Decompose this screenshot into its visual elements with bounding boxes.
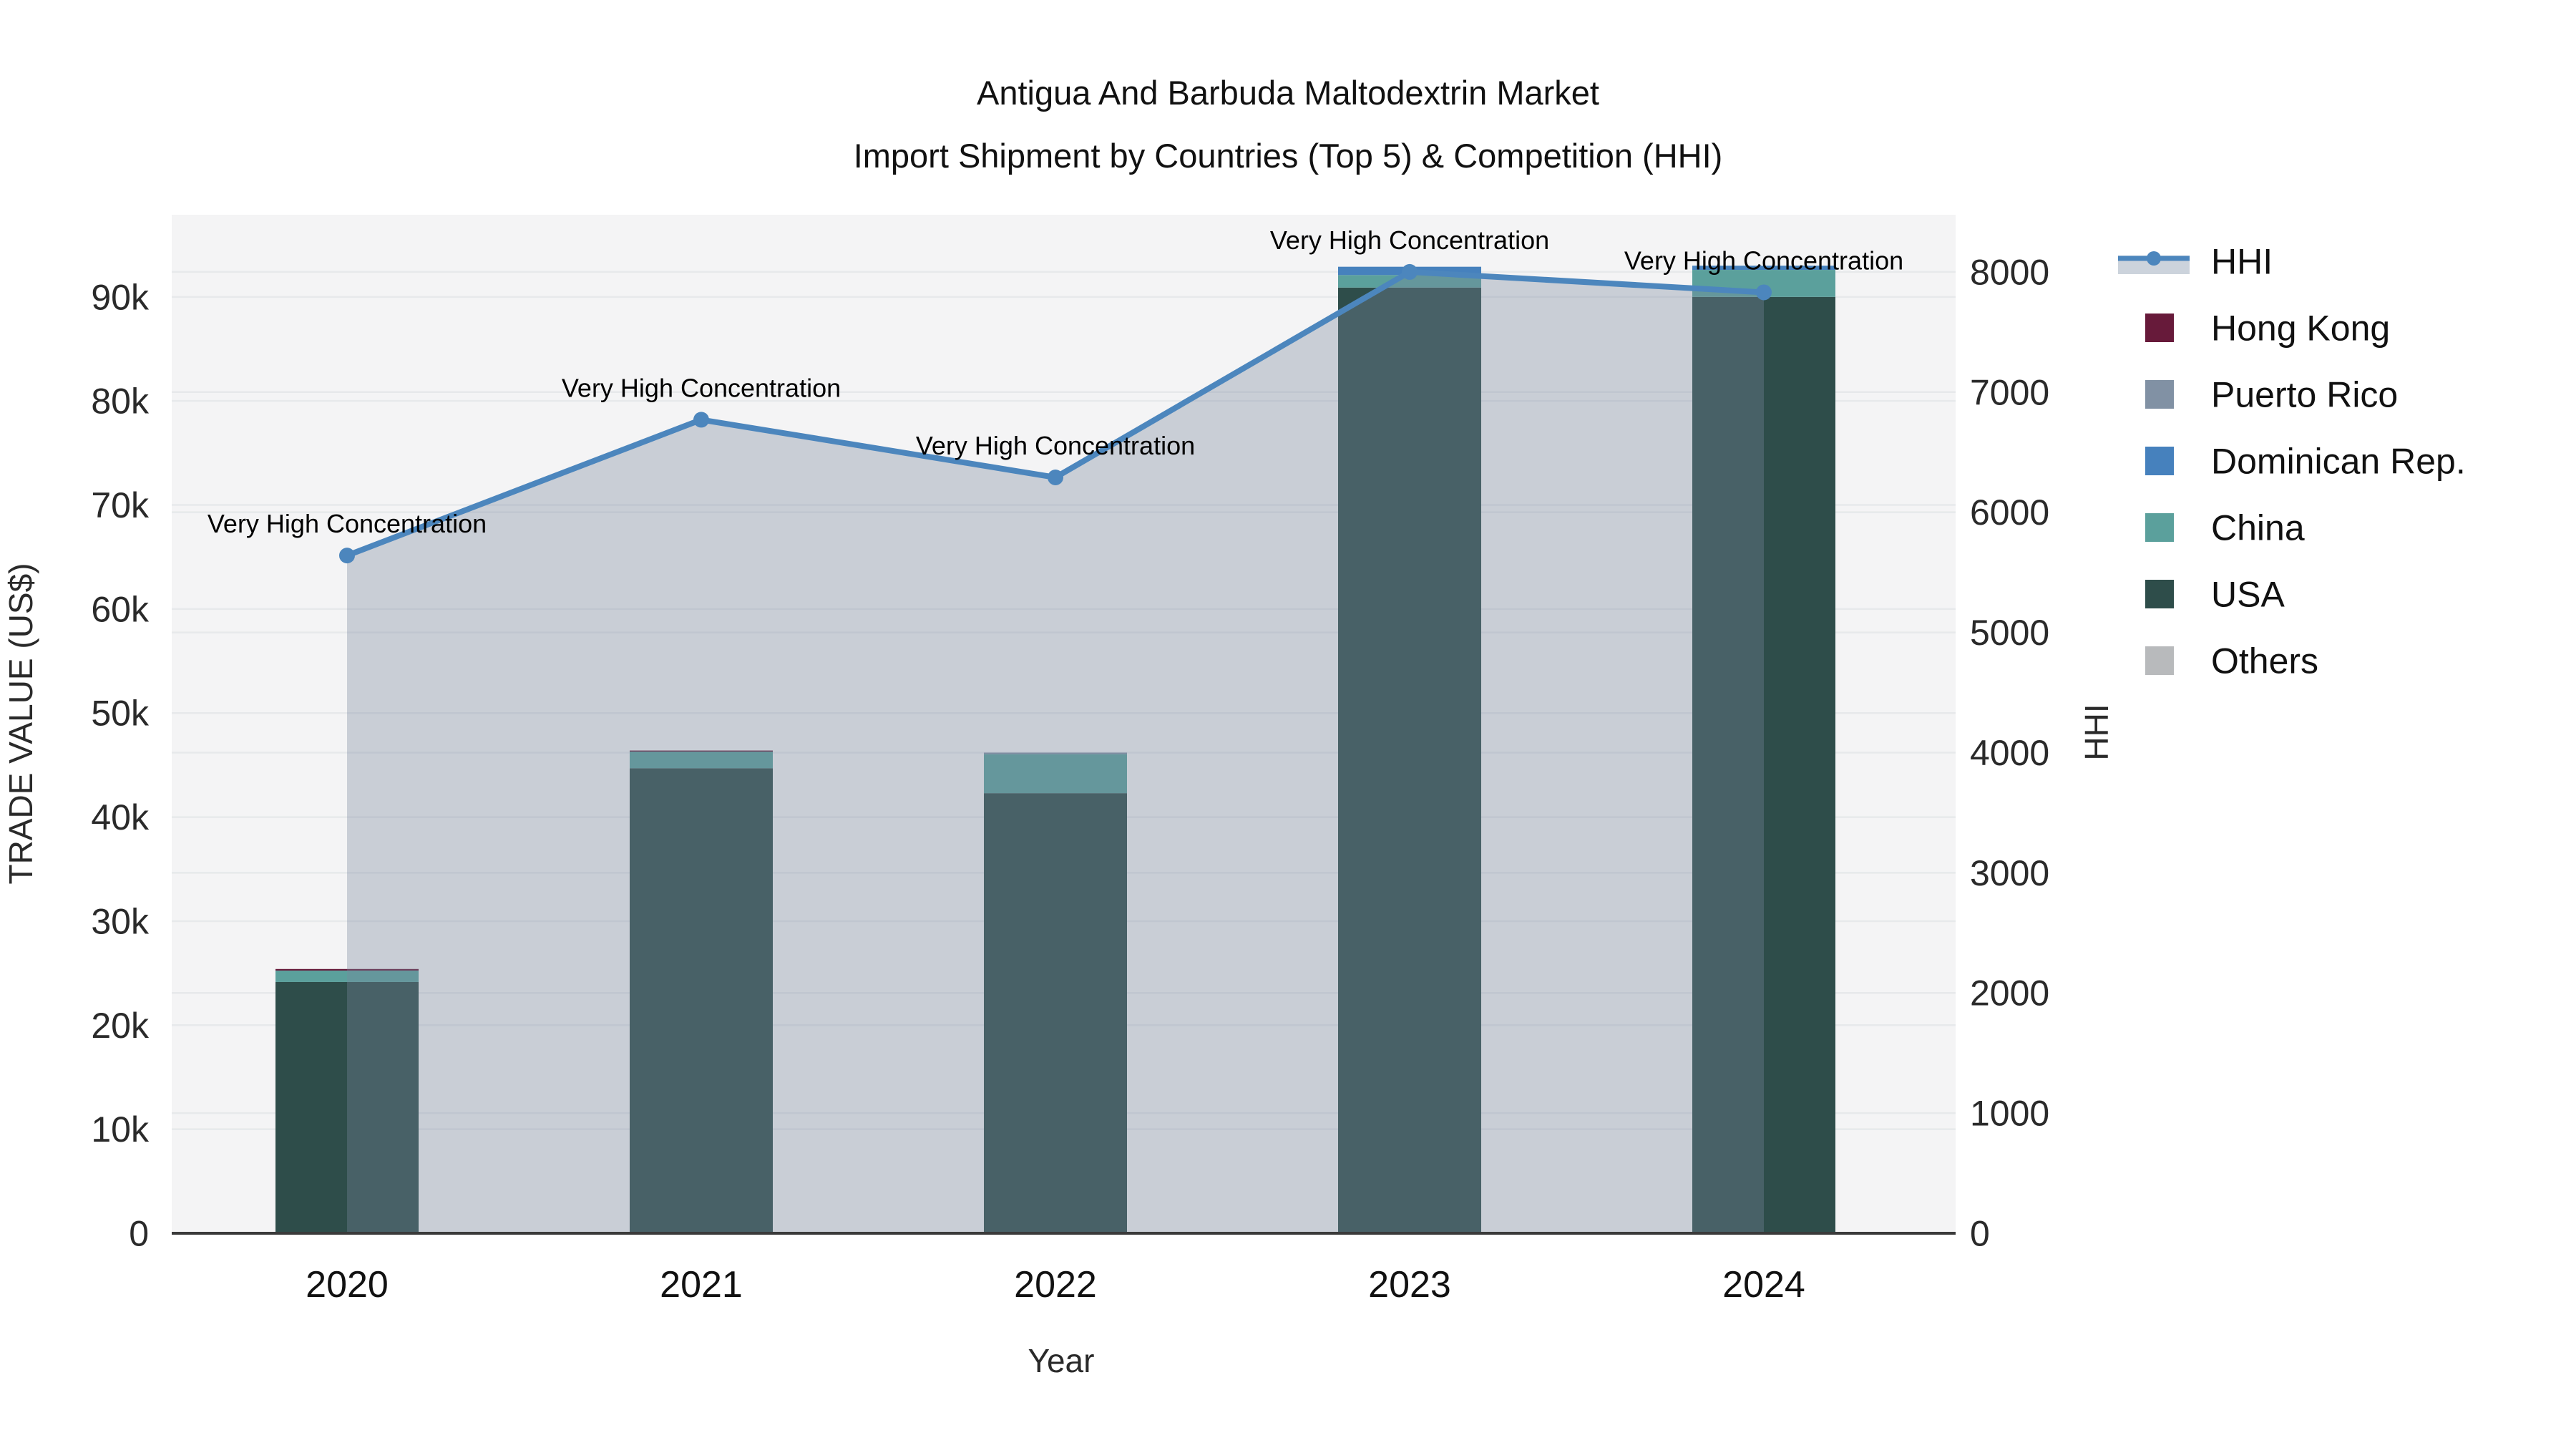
bar-segment-usa xyxy=(630,768,773,1233)
legend-label: China xyxy=(2211,508,2305,548)
hhi-area xyxy=(347,271,1764,1234)
y-left-tick-label: 40k xyxy=(91,797,150,837)
hhi-area-fill xyxy=(347,271,1764,1234)
hhi-point xyxy=(339,548,355,564)
legend-hhi-marker xyxy=(2147,251,2161,266)
legend-swatch xyxy=(2145,447,2174,475)
legend-label: USA xyxy=(2211,575,2285,615)
bar-segment-hong-kong xyxy=(275,968,419,971)
legend-swatch xyxy=(2145,513,2174,542)
bar-segment-china xyxy=(275,970,419,982)
hhi-point xyxy=(693,412,709,428)
bar-segment-dominican-rep- xyxy=(1692,266,1835,271)
hhi-point xyxy=(1756,284,1772,301)
y-right-tick-label: 7000 xyxy=(1970,372,2049,412)
y-right-tick-label: 3000 xyxy=(1970,853,2049,893)
legend-swatch xyxy=(2145,380,2174,409)
y-right-tick-label: 6000 xyxy=(1970,492,2049,533)
hhi-line xyxy=(339,263,1772,564)
legend-swatch xyxy=(2145,646,2174,675)
annotation-label: Very High Concentration xyxy=(1624,246,1903,275)
y-left-axis-title: TRADE VALUE (US$) xyxy=(2,563,39,884)
bar-segment-china xyxy=(984,754,1127,794)
legend-item-puerto-rico[interactable]: Puerto Rico xyxy=(2145,375,2398,415)
y-left-tick-label: 0 xyxy=(129,1214,149,1254)
y-right-axis-title: HHI xyxy=(2078,704,2115,760)
legend-swatch xyxy=(2145,580,2174,608)
y-left-tick-label: 20k xyxy=(91,1006,150,1046)
bar-segment-china xyxy=(630,752,773,769)
y-left-tick-label: 10k xyxy=(91,1109,150,1150)
legend-label: Dominican Rep. xyxy=(2211,442,2466,482)
y-right-tick-label: 4000 xyxy=(1970,733,2049,773)
y-left-tick-label: 90k xyxy=(91,277,150,317)
legend-item-usa[interactable]: USA xyxy=(2145,575,2285,615)
annotation-label: Very High Concentration xyxy=(562,373,841,402)
chart-title-line2: Import Shipment by Countries (Top 5) & C… xyxy=(854,137,1723,175)
y-left-tick-label: 80k xyxy=(91,382,150,422)
legend-item-china[interactable]: China xyxy=(2145,508,2305,548)
bar-segment-usa xyxy=(275,981,419,1233)
y-left-tick-label: 30k xyxy=(91,901,150,941)
legend-item-dominican-rep-[interactable]: Dominican Rep. xyxy=(2145,442,2466,482)
y-left-tick-label: 60k xyxy=(91,589,150,629)
x-tick-label: 2021 xyxy=(660,1264,743,1306)
annotation-label: Very High Concentration xyxy=(916,431,1195,460)
x-tick-label: 2024 xyxy=(1722,1264,1805,1306)
legend-label: Others xyxy=(2211,641,2318,681)
chart-title-line1: Antigua And Barbuda Maltodextrin Market xyxy=(977,74,1599,112)
bar-segment-usa xyxy=(984,793,1127,1233)
legend: HHI Hong Kong Puerto Rico Dominican Rep. Chi… xyxy=(2118,242,2466,681)
bar-segment-puerto-rico xyxy=(984,752,1127,754)
bar-segment-usa xyxy=(1338,287,1481,1233)
bars xyxy=(275,266,1835,1234)
y-right-tick-label: 0 xyxy=(1970,1214,1990,1254)
legend-label: HHI xyxy=(2211,242,2273,282)
y-right-tick-label: 2000 xyxy=(1970,973,2049,1014)
y-left-tick-label: 50k xyxy=(91,694,150,734)
hhi-point xyxy=(1402,263,1418,280)
annotations: Very High Concentration Very High Concent… xyxy=(208,225,1903,538)
bar-segment-china xyxy=(1338,275,1481,288)
annotation-label: Very High Concentration xyxy=(208,509,487,538)
hhi-point xyxy=(1048,469,1063,485)
y-left-tick-label: 70k xyxy=(91,485,150,525)
x-tick-label: 2023 xyxy=(1368,1264,1451,1306)
bar-segment-usa xyxy=(1692,296,1835,1234)
x-tick-label: 2022 xyxy=(1014,1264,1097,1306)
bar-segment-hong-kong xyxy=(630,750,773,752)
y-right-tick-label: 1000 xyxy=(1970,1094,2049,1134)
legend-swatch xyxy=(2145,314,2174,342)
legend-item-hong-kong[interactable]: Hong Kong xyxy=(2145,308,2390,349)
legend-label: Hong Kong xyxy=(2211,308,2390,349)
legend-item-hhi[interactable]: HHI xyxy=(2118,242,2273,282)
legend-item-others[interactable]: Others xyxy=(2145,641,2318,681)
y-right-tick-label: 8000 xyxy=(1970,252,2049,292)
y-right-tick-label: 5000 xyxy=(1970,613,2049,653)
legend-label: Puerto Rico xyxy=(2211,375,2398,415)
annotation-label: Very High Concentration xyxy=(1270,225,1549,255)
x-axis-title: Year xyxy=(1028,1342,1095,1379)
x-tick-label: 2020 xyxy=(306,1264,389,1306)
axis-tick-labels: 2020 2021 2022 2023 2024 0 10k 20k 30k 40k 50k 60k 7… xyxy=(91,252,2049,1306)
